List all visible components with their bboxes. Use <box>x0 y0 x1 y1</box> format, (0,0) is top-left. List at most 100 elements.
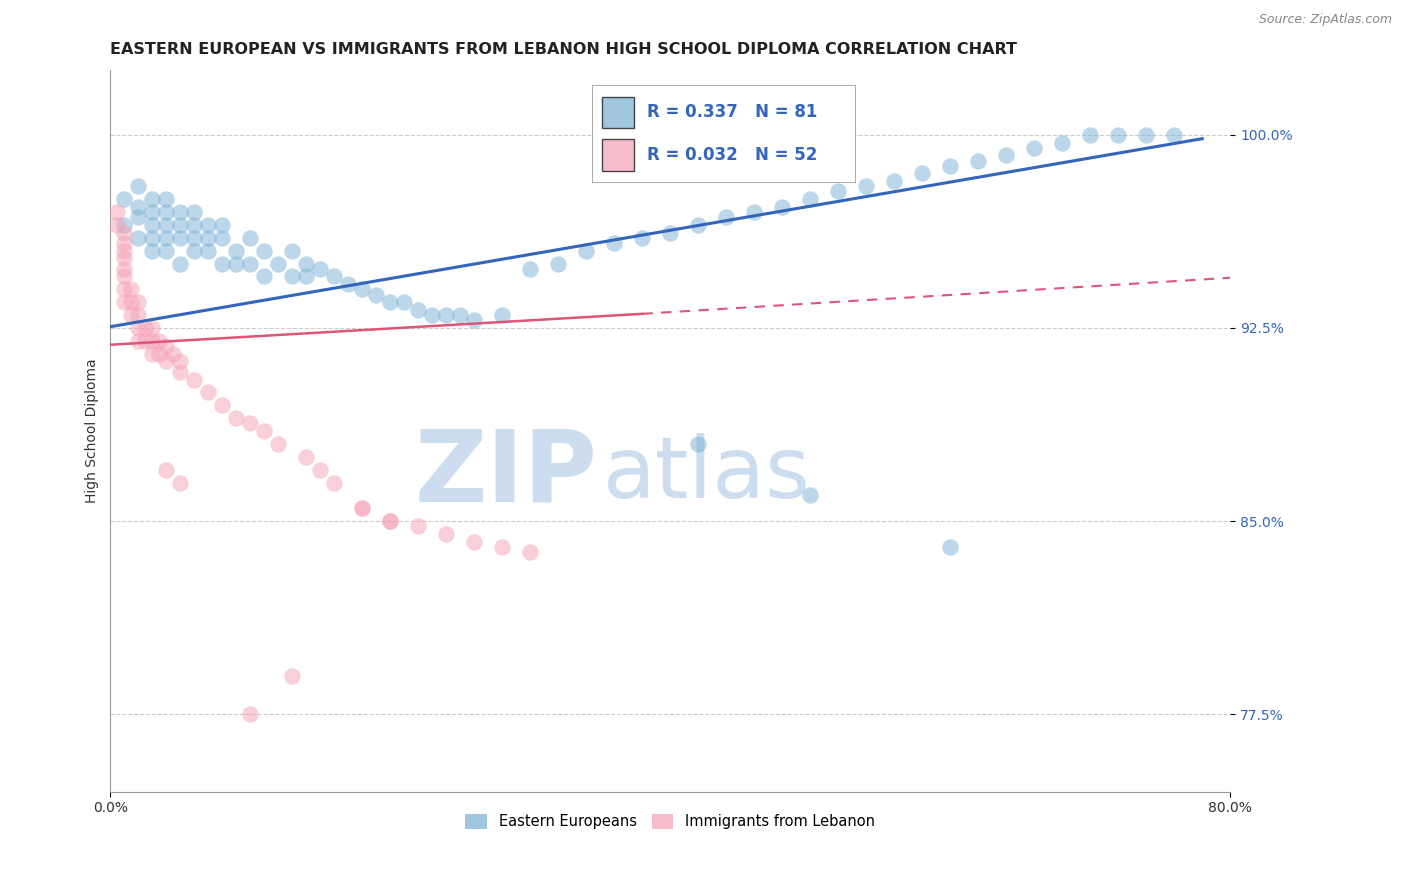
Point <box>253 424 276 438</box>
Point <box>211 218 233 232</box>
Point <box>225 244 247 258</box>
Point <box>112 218 135 232</box>
Point <box>352 282 374 296</box>
Point <box>855 179 877 194</box>
Point <box>120 295 142 310</box>
Point <box>239 257 262 271</box>
Text: Source: ZipAtlas.com: Source: ZipAtlas.com <box>1258 13 1392 27</box>
Point <box>239 231 262 245</box>
Point <box>323 269 346 284</box>
Point <box>352 501 374 516</box>
Point <box>295 257 318 271</box>
Point <box>434 527 457 541</box>
Point <box>1052 136 1074 150</box>
Point <box>127 231 149 245</box>
Point <box>519 261 541 276</box>
Point <box>659 226 682 240</box>
Point <box>127 321 149 335</box>
Point <box>169 231 191 245</box>
Point <box>112 192 135 206</box>
Point <box>112 269 135 284</box>
Point <box>141 244 163 258</box>
Point <box>225 257 247 271</box>
Point <box>575 244 598 258</box>
Point <box>112 244 135 258</box>
Point <box>155 205 177 219</box>
Point <box>295 269 318 284</box>
Point <box>169 475 191 490</box>
Point <box>127 179 149 194</box>
Point <box>120 308 142 322</box>
Point <box>281 269 304 284</box>
Point <box>463 534 485 549</box>
Point <box>183 244 205 258</box>
Point <box>197 218 219 232</box>
Point <box>380 514 402 528</box>
Point <box>169 205 191 219</box>
Point <box>1024 141 1046 155</box>
Point <box>366 287 388 301</box>
Point <box>183 205 205 219</box>
Point <box>281 669 304 683</box>
Point <box>519 545 541 559</box>
Y-axis label: High School Diploma: High School Diploma <box>86 359 100 503</box>
Point <box>155 354 177 368</box>
Point <box>155 231 177 245</box>
Point <box>253 269 276 284</box>
Point <box>197 231 219 245</box>
Point <box>155 192 177 206</box>
Point <box>352 501 374 516</box>
Point <box>141 192 163 206</box>
Point <box>112 226 135 240</box>
Point <box>253 244 276 258</box>
Point <box>770 200 793 214</box>
Point <box>107 205 129 219</box>
Point <box>603 235 626 250</box>
Point <box>112 282 135 296</box>
Point <box>141 205 163 219</box>
Point <box>1078 128 1101 142</box>
Point <box>967 153 990 168</box>
Point <box>309 463 332 477</box>
Point <box>1163 128 1185 142</box>
Point <box>716 211 738 225</box>
Point <box>742 205 765 219</box>
Point <box>799 488 821 502</box>
Point <box>155 244 177 258</box>
Point <box>155 463 177 477</box>
Point <box>112 235 135 250</box>
Point <box>134 334 156 348</box>
Point <box>155 218 177 232</box>
Point <box>211 231 233 245</box>
Point <box>1107 128 1129 142</box>
Point <box>155 339 177 353</box>
Legend: Eastern Europeans, Immigrants from Lebanon: Eastern Europeans, Immigrants from Leban… <box>460 808 882 835</box>
Point <box>112 252 135 266</box>
Point <box>169 354 191 368</box>
Point <box>183 218 205 232</box>
Point <box>127 334 149 348</box>
Point <box>141 218 163 232</box>
Point <box>939 159 962 173</box>
Point <box>112 261 135 276</box>
Point <box>141 231 163 245</box>
Point <box>688 437 710 451</box>
Point <box>169 218 191 232</box>
Point <box>239 417 262 431</box>
Point <box>127 308 149 322</box>
Point <box>631 231 654 245</box>
Point <box>148 334 170 348</box>
Point <box>449 308 471 322</box>
Point <box>107 218 129 232</box>
Point <box>225 411 247 425</box>
Point <box>211 398 233 412</box>
Point <box>120 282 142 296</box>
Point <box>491 540 513 554</box>
Point <box>162 347 184 361</box>
Text: EASTERN EUROPEAN VS IMMIGRANTS FROM LEBANON HIGH SCHOOL DIPLOMA CORRELATION CHAR: EASTERN EUROPEAN VS IMMIGRANTS FROM LEBA… <box>111 42 1018 57</box>
Text: ZIP: ZIP <box>415 425 598 523</box>
Point <box>239 707 262 722</box>
Point <box>141 334 163 348</box>
Point <box>799 192 821 206</box>
Point <box>183 231 205 245</box>
